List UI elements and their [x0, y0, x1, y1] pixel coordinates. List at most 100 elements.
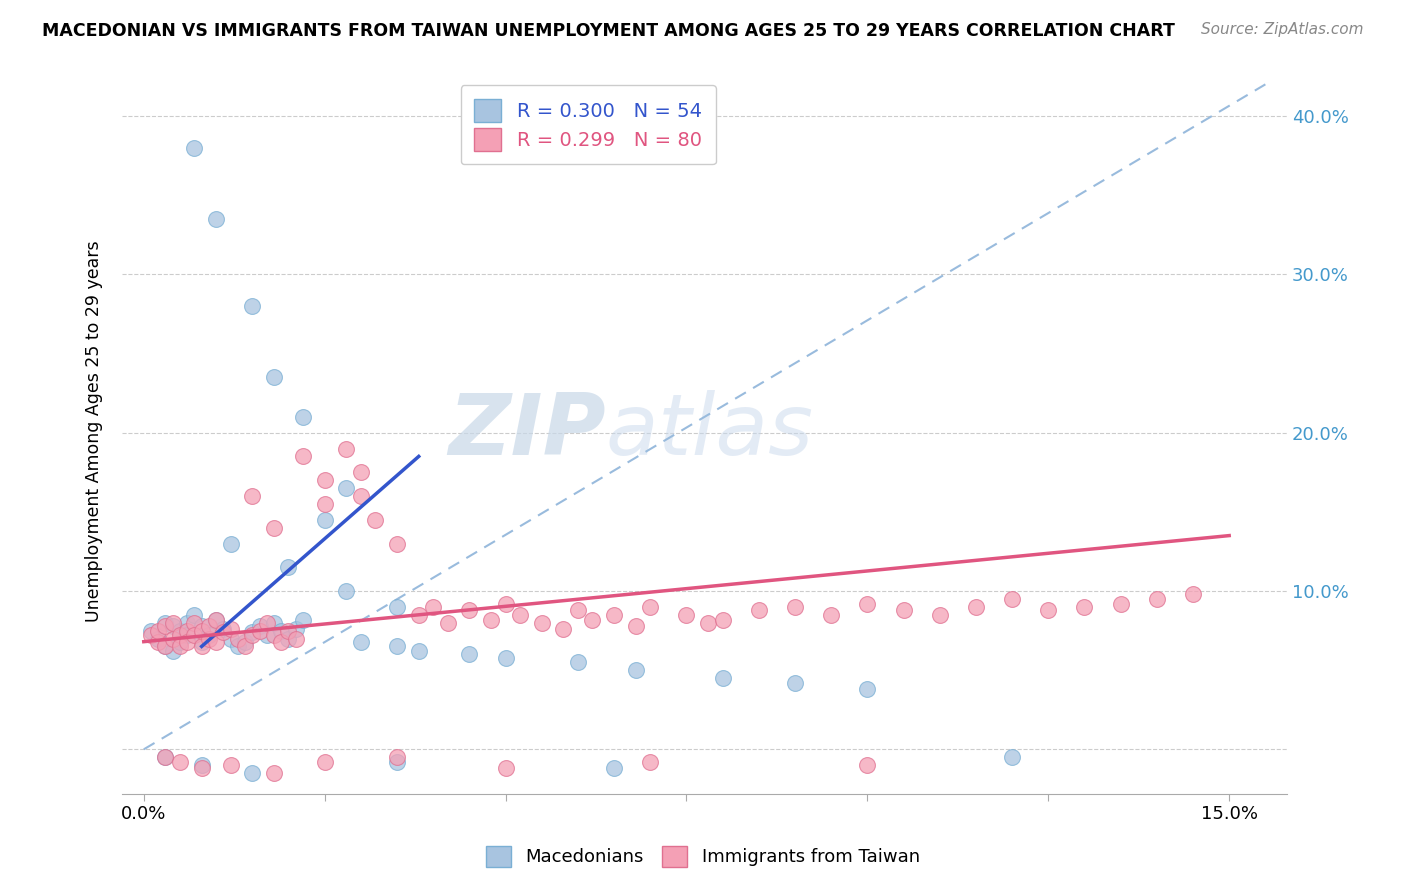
- Point: [205, 613, 228, 627]
- Point: [1146, 591, 1168, 606]
- Point: [148, 632, 170, 646]
- Point: [155, 615, 177, 630]
- Point: [458, 648, 481, 662]
- Point: [240, 628, 263, 642]
- Point: [162, 619, 184, 633]
- Point: [1038, 603, 1060, 617]
- Point: [162, 644, 184, 658]
- Point: [1001, 591, 1024, 606]
- Point: [284, 632, 307, 646]
- Point: [139, 624, 162, 638]
- Point: [350, 465, 373, 479]
- Point: [240, 489, 263, 503]
- Point: [567, 603, 589, 617]
- Point: [155, 619, 177, 633]
- Point: [291, 613, 314, 627]
- Point: [697, 615, 720, 630]
- Point: [314, 473, 336, 487]
- Point: [640, 755, 662, 769]
- Point: [162, 615, 184, 630]
- Point: [256, 628, 278, 642]
- Point: [226, 640, 249, 654]
- Point: [162, 632, 184, 646]
- Point: [422, 599, 444, 614]
- Point: [226, 632, 249, 646]
- Point: [711, 671, 734, 685]
- Point: [385, 536, 408, 550]
- Point: [169, 640, 191, 654]
- Point: [249, 624, 271, 638]
- Point: [856, 758, 879, 772]
- Point: [1001, 750, 1024, 764]
- Point: [176, 624, 198, 638]
- Point: [530, 615, 553, 630]
- Point: [249, 619, 271, 633]
- Point: [190, 624, 212, 638]
- Point: [270, 634, 292, 648]
- Point: [190, 619, 212, 633]
- Point: [893, 603, 915, 617]
- Point: [856, 597, 879, 611]
- Point: [291, 450, 314, 464]
- Point: [183, 615, 205, 630]
- Point: [675, 607, 697, 622]
- Point: [205, 211, 228, 226]
- Point: [458, 603, 481, 617]
- Point: [284, 622, 307, 636]
- Point: [263, 628, 285, 642]
- Text: MACEDONIAN VS IMMIGRANTS FROM TAIWAN UNEMPLOYMENT AMONG AGES 25 TO 29 YEARS CORR: MACEDONIAN VS IMMIGRANTS FROM TAIWAN UNE…: [42, 22, 1175, 40]
- Point: [256, 615, 278, 630]
- Point: [212, 622, 235, 636]
- Point: [965, 599, 987, 614]
- Point: [219, 758, 242, 772]
- Point: [169, 628, 191, 642]
- Point: [263, 370, 285, 384]
- Point: [385, 750, 408, 764]
- Text: atlas: atlas: [606, 390, 814, 473]
- Point: [219, 536, 242, 550]
- Point: [567, 655, 589, 669]
- Point: [385, 599, 408, 614]
- Point: [176, 634, 198, 648]
- Point: [190, 761, 212, 775]
- Point: [198, 619, 221, 633]
- Point: [155, 640, 177, 654]
- Point: [314, 497, 336, 511]
- Point: [212, 625, 235, 640]
- Point: [139, 628, 162, 642]
- Point: [436, 615, 458, 630]
- Point: [233, 640, 256, 654]
- Point: [711, 613, 734, 627]
- Y-axis label: Unemployment Among Ages 25 to 29 years: Unemployment Among Ages 25 to 29 years: [86, 240, 103, 622]
- Point: [169, 755, 191, 769]
- Point: [1073, 599, 1095, 614]
- Point: [155, 750, 177, 764]
- Point: [479, 613, 502, 627]
- Point: [1109, 597, 1132, 611]
- Point: [169, 634, 191, 648]
- Point: [335, 584, 357, 599]
- Point: [350, 634, 373, 648]
- Point: [176, 628, 198, 642]
- Legend: R = 0.300   N = 54, R = 0.299   N = 80: R = 0.300 N = 54, R = 0.299 N = 80: [461, 86, 716, 164]
- Point: [240, 766, 263, 780]
- Point: [263, 766, 285, 780]
- Point: [783, 676, 806, 690]
- Point: [148, 634, 170, 648]
- Point: [155, 640, 177, 654]
- Point: [581, 613, 603, 627]
- Point: [820, 607, 842, 622]
- Point: [335, 481, 357, 495]
- Point: [277, 560, 299, 574]
- Point: [385, 640, 408, 654]
- Point: [219, 632, 242, 646]
- Point: [240, 625, 263, 640]
- Point: [603, 761, 626, 775]
- Point: [495, 650, 517, 665]
- Point: [314, 513, 336, 527]
- Point: [783, 599, 806, 614]
- Point: [335, 442, 357, 456]
- Point: [198, 628, 221, 642]
- Point: [277, 632, 299, 646]
- Point: [148, 624, 170, 638]
